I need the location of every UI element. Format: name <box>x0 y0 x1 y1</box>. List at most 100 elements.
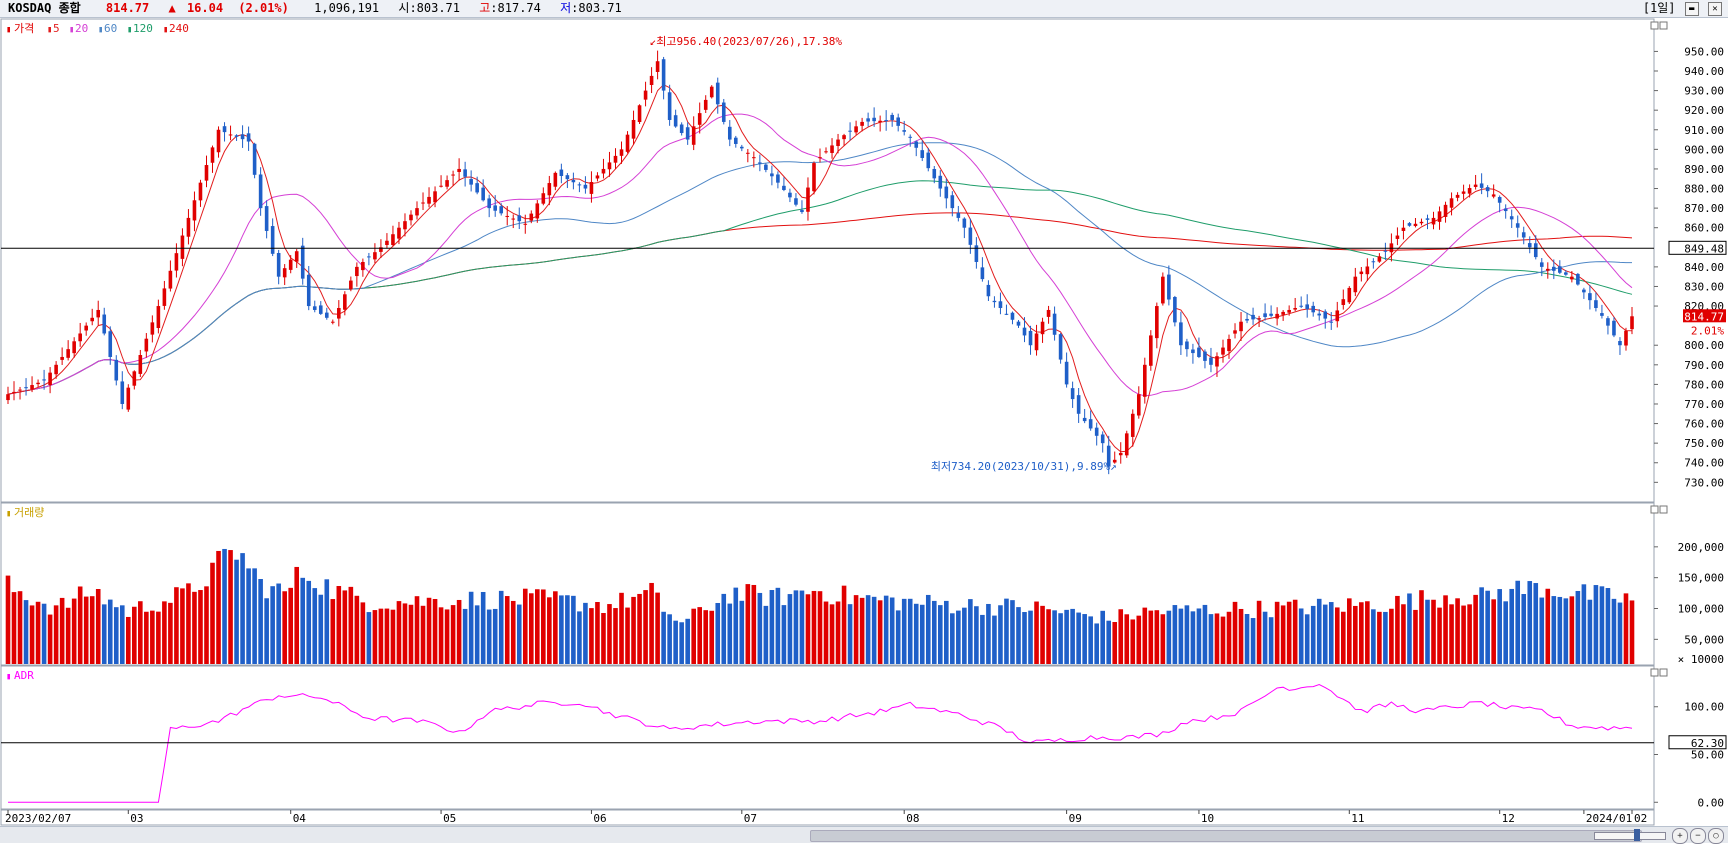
candle-body[interactable] <box>204 165 209 181</box>
candle-body[interactable] <box>1251 314 1255 320</box>
candle-body[interactable] <box>318 305 323 314</box>
volume-bar[interactable] <box>1328 602 1334 664</box>
volume-bar[interactable] <box>294 566 300 664</box>
candle-body[interactable] <box>1353 276 1358 293</box>
volume-bar[interactable] <box>5 575 11 664</box>
candle-body[interactable] <box>1143 364 1147 397</box>
candle-body[interactable] <box>1588 293 1592 301</box>
volume-bar[interactable] <box>613 608 618 664</box>
candle-body[interactable] <box>1509 216 1514 220</box>
candle-body[interactable] <box>306 274 311 307</box>
horizontal-scrollbar[interactable]: + − ○ <box>0 826 1728 844</box>
volume-bar[interactable] <box>408 604 414 664</box>
candle-body[interactable] <box>860 121 864 126</box>
volume-bar[interactable] <box>679 622 684 664</box>
candle-body[interactable] <box>1431 217 1436 225</box>
candle-body[interactable] <box>782 185 786 190</box>
candle-body[interactable] <box>1570 276 1574 280</box>
volume-bar[interactable] <box>547 597 552 664</box>
volume-bar[interactable] <box>107 599 113 664</box>
volume-bar[interactable] <box>144 611 149 664</box>
volume-bar[interactable] <box>559 595 564 664</box>
volume-bar[interactable] <box>1539 597 1545 664</box>
volume-bar[interactable] <box>1316 598 1322 664</box>
volume-bar[interactable] <box>264 598 269 664</box>
volume-bar[interactable] <box>1208 614 1214 664</box>
candle-body[interactable] <box>667 92 672 120</box>
candle-body[interactable] <box>986 284 991 297</box>
candle-body[interactable] <box>475 183 479 193</box>
candle-body[interactable] <box>343 294 347 310</box>
candle-body[interactable] <box>1281 311 1285 315</box>
candle-body[interactable] <box>1359 271 1364 275</box>
candle-body[interactable] <box>1016 321 1021 326</box>
candle-body[interactable] <box>36 382 40 385</box>
volume-bar[interactable] <box>156 611 161 664</box>
candle-body[interactable] <box>403 221 407 230</box>
zoom-reset-icon[interactable]: ○ <box>1708 828 1724 844</box>
volume-bar[interactable] <box>1238 608 1244 664</box>
candle-body[interactable] <box>1594 300 1598 309</box>
volume-bar[interactable] <box>1353 605 1358 664</box>
volume-bar[interactable] <box>601 613 606 664</box>
candle-body[interactable] <box>613 155 618 163</box>
volume-bar[interactable] <box>962 607 967 664</box>
candle-body[interactable] <box>240 134 245 140</box>
volume-bar[interactable] <box>348 586 354 664</box>
volume-bar[interactable] <box>1334 607 1340 664</box>
candle-body[interactable] <box>679 124 684 134</box>
volume-bar[interactable] <box>11 592 17 664</box>
volume-bar[interactable] <box>1461 605 1466 664</box>
minimize-icon[interactable]: ▬ <box>1684 1 1699 16</box>
candle-body[interactable] <box>457 168 461 172</box>
volume-bar[interactable] <box>829 604 835 664</box>
candle-body[interactable] <box>300 245 305 279</box>
candle-body[interactable] <box>1485 187 1490 192</box>
candle-body[interactable] <box>1377 256 1382 262</box>
scrollbar-thumb[interactable] <box>810 830 1642 842</box>
candle-body[interactable] <box>373 252 377 260</box>
candle-body[interactable] <box>216 129 221 153</box>
volume-bar[interactable] <box>1250 618 1256 664</box>
candle-body[interactable] <box>24 387 28 389</box>
candle-body[interactable] <box>631 119 636 139</box>
volume-bar[interactable] <box>1389 608 1394 664</box>
volume-bar[interactable] <box>1479 587 1484 664</box>
candle-body[interactable] <box>1239 321 1243 332</box>
volume-bar[interactable] <box>486 609 492 664</box>
volume-bar[interactable] <box>1196 608 1202 664</box>
candle-body[interactable] <box>355 266 359 277</box>
candle-body[interactable] <box>288 259 293 270</box>
candle-body[interactable] <box>198 182 203 201</box>
candle-body[interactable] <box>463 169 467 177</box>
candle-body[interactable] <box>872 117 876 122</box>
volume-bar[interactable] <box>763 605 769 664</box>
volume-bar[interactable] <box>805 594 811 664</box>
volume-bar[interactable] <box>1569 596 1575 664</box>
adr-panel-restore-icon[interactable] <box>1650 668 1659 677</box>
volume-bar[interactable] <box>234 559 239 664</box>
candle-body[interactable] <box>1191 349 1195 354</box>
volume-bar[interactable] <box>1160 614 1166 664</box>
candle-body[interactable] <box>776 174 780 183</box>
zoom-slider-knob[interactable] <box>1634 829 1640 841</box>
candle-body[interactable] <box>1558 266 1562 273</box>
candle-body[interactable] <box>156 306 161 329</box>
candle-body[interactable] <box>1022 327 1027 336</box>
candle-body[interactable] <box>1263 313 1267 318</box>
candle-body[interactable] <box>1215 356 1219 367</box>
volume-bar[interactable] <box>89 596 95 664</box>
candle-body[interactable] <box>252 143 257 175</box>
candle-body[interactable] <box>1521 232 1526 238</box>
volume-bar[interactable] <box>619 592 624 664</box>
volume-bar[interactable] <box>685 618 690 664</box>
volume-bar[interactable] <box>577 611 582 664</box>
volume-bar[interactable] <box>1070 608 1075 664</box>
candle-body[interactable] <box>1497 197 1502 203</box>
volume-bar[interactable] <box>468 591 474 664</box>
candle-body[interactable] <box>1275 313 1279 319</box>
candle-body[interactable] <box>162 288 167 306</box>
candle-body[interactable] <box>1179 322 1183 346</box>
volume-bar[interactable] <box>739 600 745 664</box>
candle-body[interactable] <box>312 306 317 310</box>
